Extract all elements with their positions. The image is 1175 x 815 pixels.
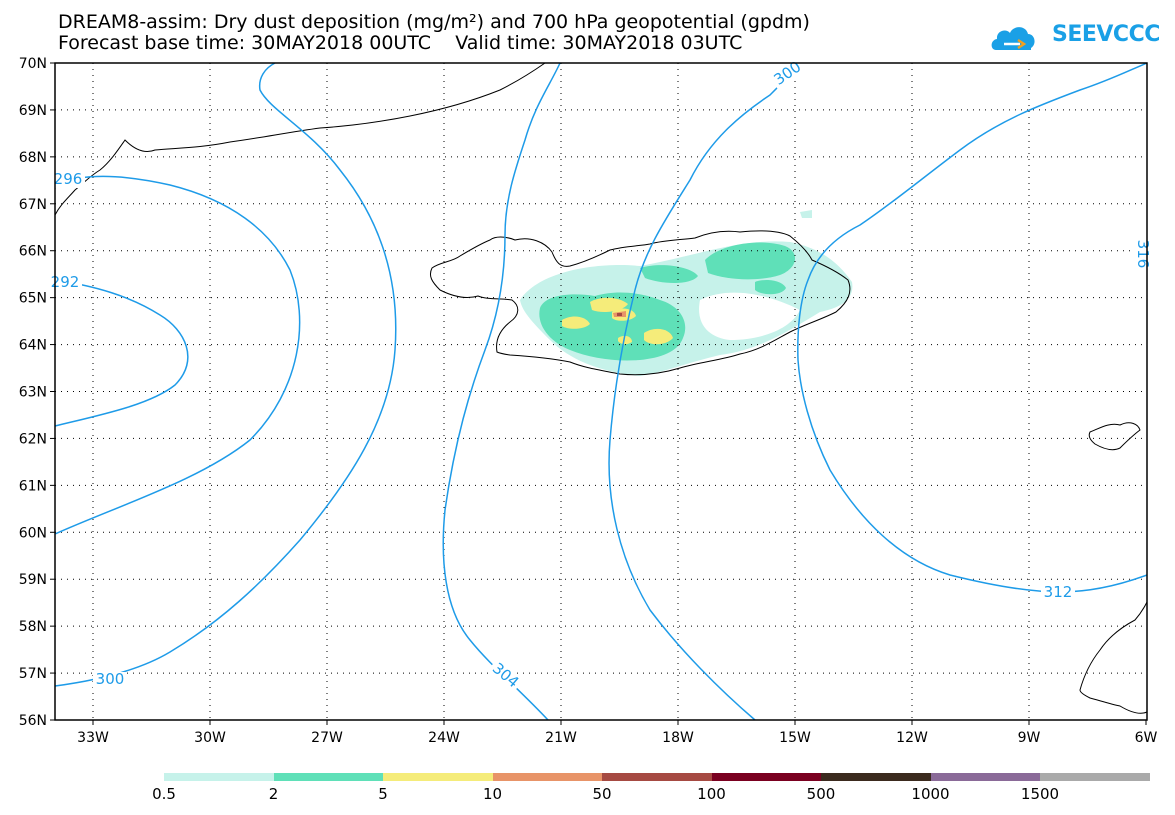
forecast-time-line: Forecast base time: 30MAY2018 00UTC Vali…	[58, 32, 743, 54]
lon-label: 33W	[77, 730, 109, 746]
legend-swatch	[1040, 773, 1150, 781]
legend-swatch	[492, 773, 602, 781]
legend-label: 10	[482, 785, 503, 803]
legend-label: 1500	[1020, 785, 1060, 803]
logo-text: SEEVCCC	[1052, 22, 1160, 47]
geopotential-isoline	[442, 62, 561, 721]
contour-label: 312	[1044, 583, 1073, 601]
lat-label: 65N	[19, 291, 47, 307]
geopotential-isoline	[54, 279, 189, 427]
dust-area	[562, 316, 590, 329]
lon-label: 9W	[1018, 730, 1041, 746]
lat-label: 67N	[19, 197, 47, 213]
legend-label: 500	[806, 785, 836, 803]
legend-swatch	[821, 773, 931, 781]
lon-label: 15W	[779, 730, 811, 746]
legend-label: 2	[268, 785, 279, 803]
legend-swatch	[164, 773, 274, 781]
map-title: DREAM8-assim: Dry dust deposition (mg/m²…	[58, 11, 810, 33]
dust-area	[590, 297, 628, 312]
coastline-segment	[1079, 601, 1148, 714]
dust-area	[640, 265, 698, 283]
dust-gap	[699, 292, 800, 340]
coastline-segment	[54, 62, 546, 216]
contour-label: 316	[1134, 240, 1152, 269]
coastline-segment	[429, 230, 851, 376]
lat-label: 70N	[19, 56, 47, 72]
lat-label: 61N	[19, 478, 47, 494]
legend-label: 50	[592, 785, 612, 803]
lat-label: 60N	[19, 525, 47, 541]
legend-label: 100	[697, 785, 726, 803]
dust-area	[644, 328, 673, 345]
contour-label-bg	[93, 672, 127, 688]
geopotential-isoline	[54, 62, 397, 687]
contour-label-bg	[486, 658, 524, 694]
legend-label: 5	[378, 785, 388, 803]
legend-swatch	[383, 773, 493, 781]
geopotential-contours	[54, 62, 1148, 721]
lon-label: 27W	[311, 730, 343, 746]
lon-label: 12W	[896, 730, 928, 746]
lon-label: 18W	[662, 730, 694, 746]
dust-area	[755, 280, 786, 295]
latitude-labels: 70N 69N 68N 67N 66N 65N 64N 63N 62N 61N 60N 59N 58N 5…	[19, 56, 47, 729]
geopotential-isoline	[608, 62, 801, 721]
contour-label: 296	[54, 170, 83, 188]
lat-label: 57N	[19, 666, 47, 682]
lat-label: 68N	[19, 150, 47, 166]
contour-label-bg	[769, 57, 807, 91]
lat-label: 59N	[19, 572, 47, 588]
legend-label: 1000	[911, 785, 950, 803]
legend-label: 0.5	[152, 785, 176, 803]
contour-label: 292	[51, 273, 80, 291]
lon-label: 6W	[1135, 730, 1158, 746]
lon-label: 24W	[428, 730, 460, 746]
coastline	[54, 62, 1148, 714]
cloud-icon	[991, 27, 1035, 50]
graticule	[55, 63, 1147, 720]
lat-label: 56N	[19, 713, 47, 729]
dust-area	[539, 292, 686, 361]
legend-swatch	[273, 773, 383, 781]
lat-label: 64N	[19, 338, 47, 354]
legend-swatch	[930, 773, 1040, 781]
lat-label: 69N	[19, 103, 47, 119]
legend-swatch	[602, 773, 712, 781]
legend-swatch	[711, 773, 821, 781]
dust-deposition-field	[520, 210, 853, 376]
dust-area	[800, 210, 812, 218]
geopotential-isoline	[797, 62, 1148, 593]
dust-area	[618, 335, 632, 345]
lat-label: 63N	[19, 385, 47, 401]
contour-label-bg	[1134, 237, 1150, 271]
axis-ticks	[50, 62, 1147, 725]
lat-label: 66N	[19, 244, 47, 260]
contour-label-bg	[51, 172, 85, 188]
lon-label: 30W	[194, 730, 226, 746]
contour-label: 300	[96, 670, 125, 688]
contour-label-bg	[48, 275, 82, 291]
dust-area	[617, 313, 622, 316]
longitude-labels: 33W 30W 27W 24W 21W 18W 15W 12W 9W 6W	[77, 730, 1157, 746]
seevccc-logo	[991, 27, 1035, 50]
contour-label-bg	[1041, 585, 1075, 601]
lat-label: 62N	[19, 431, 47, 447]
lon-label: 21W	[545, 730, 577, 746]
coastline-segment	[1088, 422, 1141, 451]
dust-area	[705, 242, 796, 280]
lat-label: 58N	[19, 619, 47, 635]
geopotential-isoline	[54, 175, 301, 535]
